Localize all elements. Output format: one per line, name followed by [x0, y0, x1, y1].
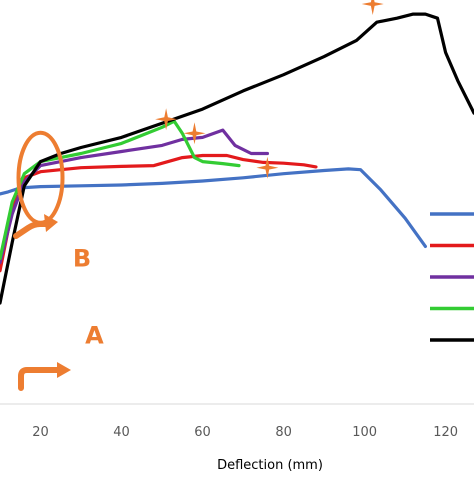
legend: [430, 212, 474, 342]
arrow-icon-b: [13, 221, 51, 239]
annotations: AB: [13, 130, 104, 391]
annotation-label-a: A: [85, 321, 104, 349]
x-tick-labels: 20 40 60 80 100 120: [32, 425, 458, 440]
x-tick-label: 40: [113, 425, 130, 440]
x-tick-label: 20: [32, 425, 49, 440]
series-line-1: [0, 167, 427, 248]
x-tick-label: 60: [194, 425, 211, 440]
series-line-2: [0, 153, 318, 273]
star-markers: [155, 0, 384, 179]
x-tick-label: 80: [275, 425, 292, 440]
series-line-3: [0, 128, 269, 265]
annotation-label-b: B: [73, 245, 91, 273]
x-tick-label: 100: [352, 425, 377, 440]
series-lines: [0, 12, 474, 305]
series-line-4: [0, 119, 241, 261]
arrow-head-b: [44, 214, 58, 232]
series-line-5: [0, 12, 474, 305]
star-marker-3: [256, 156, 279, 179]
star-marker-4: [361, 0, 384, 15]
star-marker-1: [155, 108, 178, 131]
arrow-icon-a: [18, 367, 63, 391]
star-marker-2: [183, 122, 206, 145]
x-axis-title: Deflection (mm): [217, 458, 323, 473]
x-tick-label: 120: [433, 425, 458, 440]
arrow-head-a: [57, 362, 71, 378]
